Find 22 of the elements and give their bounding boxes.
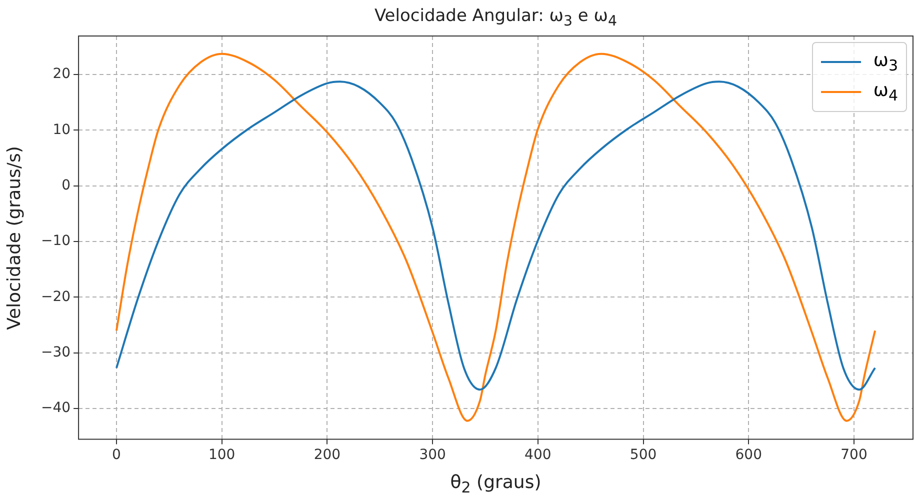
- y-tick-label: −40: [41, 400, 71, 416]
- x-tick-label: 0: [112, 447, 121, 464]
- y-tick-label: −20: [41, 288, 71, 305]
- line-series: [115, 80, 876, 391]
- y-tick-label: 10: [52, 122, 71, 138]
- x-tick-label: 100: [208, 447, 236, 464]
- x-tick-label: 400: [524, 447, 552, 464]
- chart-title: Velocidade Angular: ω$_{3}$ e ω$_{4}$: [373, 6, 618, 30]
- line-series: [115, 52, 876, 422]
- x-tick-label: 500: [630, 447, 657, 464]
- y-tick-label: 20: [52, 66, 71, 82]
- x-tick-label: 200: [314, 447, 341, 464]
- x-tick-label: 700: [840, 447, 868, 464]
- x-tick-label: 600: [735, 447, 762, 464]
- legend-label: ω$_{3}$: [873, 50, 898, 74]
- legend-label: ω$_{4}$: [873, 80, 898, 104]
- y-axis-title: Velocidade (graus/s): [4, 146, 25, 330]
- x-axis-title: θ$_{2}$ (graus): [449, 472, 542, 497]
- y-tick-label: −30: [41, 344, 71, 361]
- y-tick-label: 0: [62, 177, 71, 194]
- x-tick-label: 300: [419, 447, 446, 464]
- y-tick-label: −10: [41, 233, 71, 250]
